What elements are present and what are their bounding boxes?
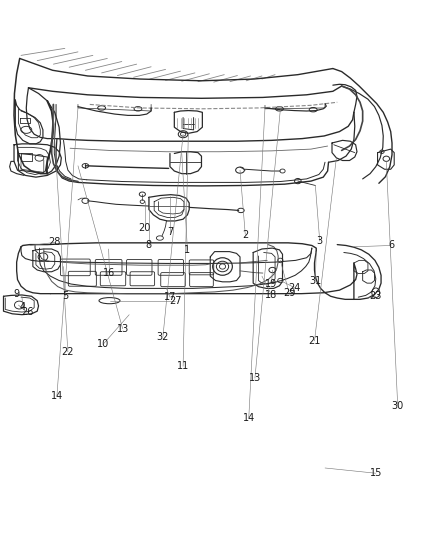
Text: 14: 14 (51, 391, 63, 401)
Text: 1: 1 (184, 245, 191, 255)
Text: 4: 4 (20, 302, 26, 312)
Text: 29: 29 (283, 288, 295, 298)
Text: 11: 11 (177, 361, 189, 372)
Text: 10: 10 (97, 340, 109, 350)
Text: 32: 32 (157, 332, 169, 342)
Text: 19: 19 (265, 279, 278, 289)
Text: 7: 7 (167, 228, 173, 237)
Text: 26: 26 (21, 308, 33, 318)
Text: 5: 5 (63, 291, 69, 301)
Text: 21: 21 (308, 336, 321, 346)
Text: 28: 28 (49, 237, 61, 247)
Text: 16: 16 (103, 268, 116, 278)
Text: 24: 24 (288, 282, 300, 293)
Text: 6: 6 (388, 240, 394, 251)
Text: 13: 13 (249, 373, 261, 383)
Text: 18: 18 (265, 290, 278, 300)
Text: 30: 30 (392, 401, 404, 411)
Text: 15: 15 (370, 468, 382, 478)
Text: 27: 27 (169, 296, 181, 305)
Text: 8: 8 (146, 240, 152, 251)
Text: 14: 14 (243, 413, 255, 423)
Text: 13: 13 (117, 324, 129, 334)
Text: 3: 3 (317, 236, 323, 246)
Text: 9: 9 (14, 289, 20, 298)
Text: 2: 2 (242, 230, 248, 239)
Text: 23: 23 (370, 291, 382, 301)
Text: 31: 31 (309, 276, 321, 286)
Text: 17: 17 (164, 292, 176, 302)
Text: 20: 20 (138, 223, 151, 233)
Text: 22: 22 (62, 347, 74, 357)
